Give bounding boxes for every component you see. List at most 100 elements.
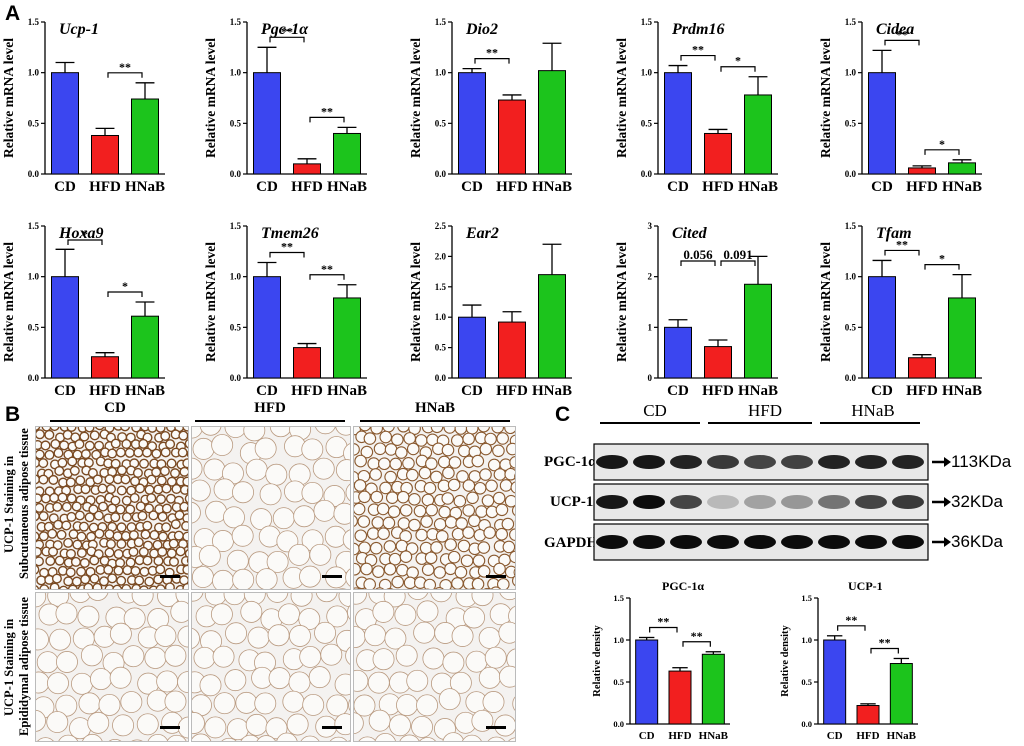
adipocyte	[424, 482, 436, 494]
blot-band	[633, 495, 665, 509]
bar-hfd	[669, 671, 691, 724]
bar-hfd	[294, 348, 321, 378]
adipocyte	[417, 601, 438, 622]
adipocyte	[123, 646, 144, 667]
adipocyte	[396, 695, 417, 716]
adipocyte	[67, 513, 76, 522]
adipocyte	[225, 623, 246, 644]
bar-cd	[636, 640, 658, 724]
bar-cd	[254, 277, 281, 378]
adipocyte	[167, 459, 176, 468]
chart-title: Cited	[672, 225, 708, 242]
adipocyte	[482, 495, 494, 507]
y-tick-label: 1.0	[845, 68, 857, 78]
adipocyte	[194, 647, 215, 668]
adipocyte	[463, 480, 475, 492]
adipocyte	[289, 544, 310, 565]
y-tick-label: 1.0	[613, 635, 624, 645]
scale-bar	[160, 726, 180, 729]
adipocyte	[385, 471, 397, 483]
bar-cd	[869, 277, 896, 378]
adipocyte	[419, 467, 431, 479]
blot-band	[670, 535, 702, 549]
adipocyte	[155, 625, 176, 646]
adipocyte	[78, 606, 99, 627]
adipocyte	[48, 529, 57, 538]
adipocyte	[179, 431, 188, 440]
adipocyte	[145, 647, 166, 668]
adipocyte	[162, 484, 171, 493]
adipocyte	[278, 604, 299, 625]
adipocyte	[496, 528, 508, 540]
arrow-head	[944, 457, 951, 467]
adipocyte	[58, 493, 67, 502]
adipocyte	[380, 431, 392, 443]
adipocyte	[383, 517, 395, 529]
tissue-image-subcutaneous-cd	[35, 426, 189, 590]
y-tick-label: 3	[648, 221, 653, 231]
histology-header-hnab: HNaB	[360, 400, 510, 417]
adipocyte	[473, 555, 485, 567]
histology-row-label-epididymal: UCP-1 Staining in Epididymal adipose tis…	[2, 592, 34, 742]
adipocyte	[327, 695, 348, 716]
adipocyte	[364, 433, 376, 445]
adipocyte	[370, 469, 382, 481]
adipocyte	[39, 459, 48, 468]
adipocyte	[283, 691, 304, 712]
adipocyte	[54, 449, 63, 458]
adipocyte	[78, 549, 87, 558]
adipocyte	[373, 601, 394, 622]
bar-cd	[459, 73, 486, 174]
adipocyte	[354, 480, 366, 492]
adipocyte	[260, 484, 281, 505]
blot-band	[596, 495, 628, 509]
blot-size-32kda: 32KDa	[951, 492, 1003, 512]
adipocyte	[62, 503, 71, 512]
y-axis-label: Relative mRNA level	[408, 38, 423, 158]
significance-label: **	[321, 262, 333, 276]
bar-cd	[665, 73, 692, 174]
blot-band	[596, 455, 628, 469]
blot-band	[707, 455, 739, 469]
bar-hnab	[539, 275, 566, 378]
y-tick-label: 2	[648, 272, 653, 282]
y-axis-label: Relative density	[780, 625, 791, 697]
scale-bar	[486, 575, 506, 578]
bar-hnab	[702, 654, 724, 724]
category-label: HFD	[906, 383, 938, 399]
bar-hfd	[705, 133, 732, 174]
y-axis-label: Relative mRNA level	[203, 38, 218, 158]
header-line-cd	[50, 420, 180, 422]
adipocyte	[117, 523, 126, 532]
adipocyte	[36, 512, 39, 521]
scale-bar	[322, 726, 342, 729]
adipocyte	[302, 439, 323, 460]
adipocyte	[449, 457, 461, 469]
y-tick-label: 2.0	[435, 251, 447, 261]
adipocyte	[421, 516, 433, 528]
adipocyte	[370, 542, 382, 554]
adipocyte	[46, 557, 55, 566]
adipocyte	[185, 439, 188, 448]
adipocyte	[442, 444, 454, 456]
adipocyte	[200, 675, 221, 696]
category-label: CD	[461, 383, 483, 399]
adipocyte	[389, 715, 410, 736]
tissue-image-subcutaneous-hnab	[353, 426, 516, 590]
adipocyte	[268, 625, 289, 646]
adipocyte	[407, 567, 419, 579]
adipocyte	[214, 693, 235, 714]
adipocyte	[494, 563, 506, 575]
adipocyte	[183, 565, 188, 574]
category-label: HNaB	[327, 179, 367, 195]
significance-label: 0.091	[723, 247, 752, 262]
adipocyte	[479, 667, 500, 688]
blot-band	[596, 535, 628, 549]
adipocyte	[143, 448, 152, 457]
category-label: CD	[54, 179, 76, 195]
adipocyte	[269, 668, 290, 689]
adipocyte	[193, 438, 214, 459]
adipocyte	[192, 480, 210, 501]
